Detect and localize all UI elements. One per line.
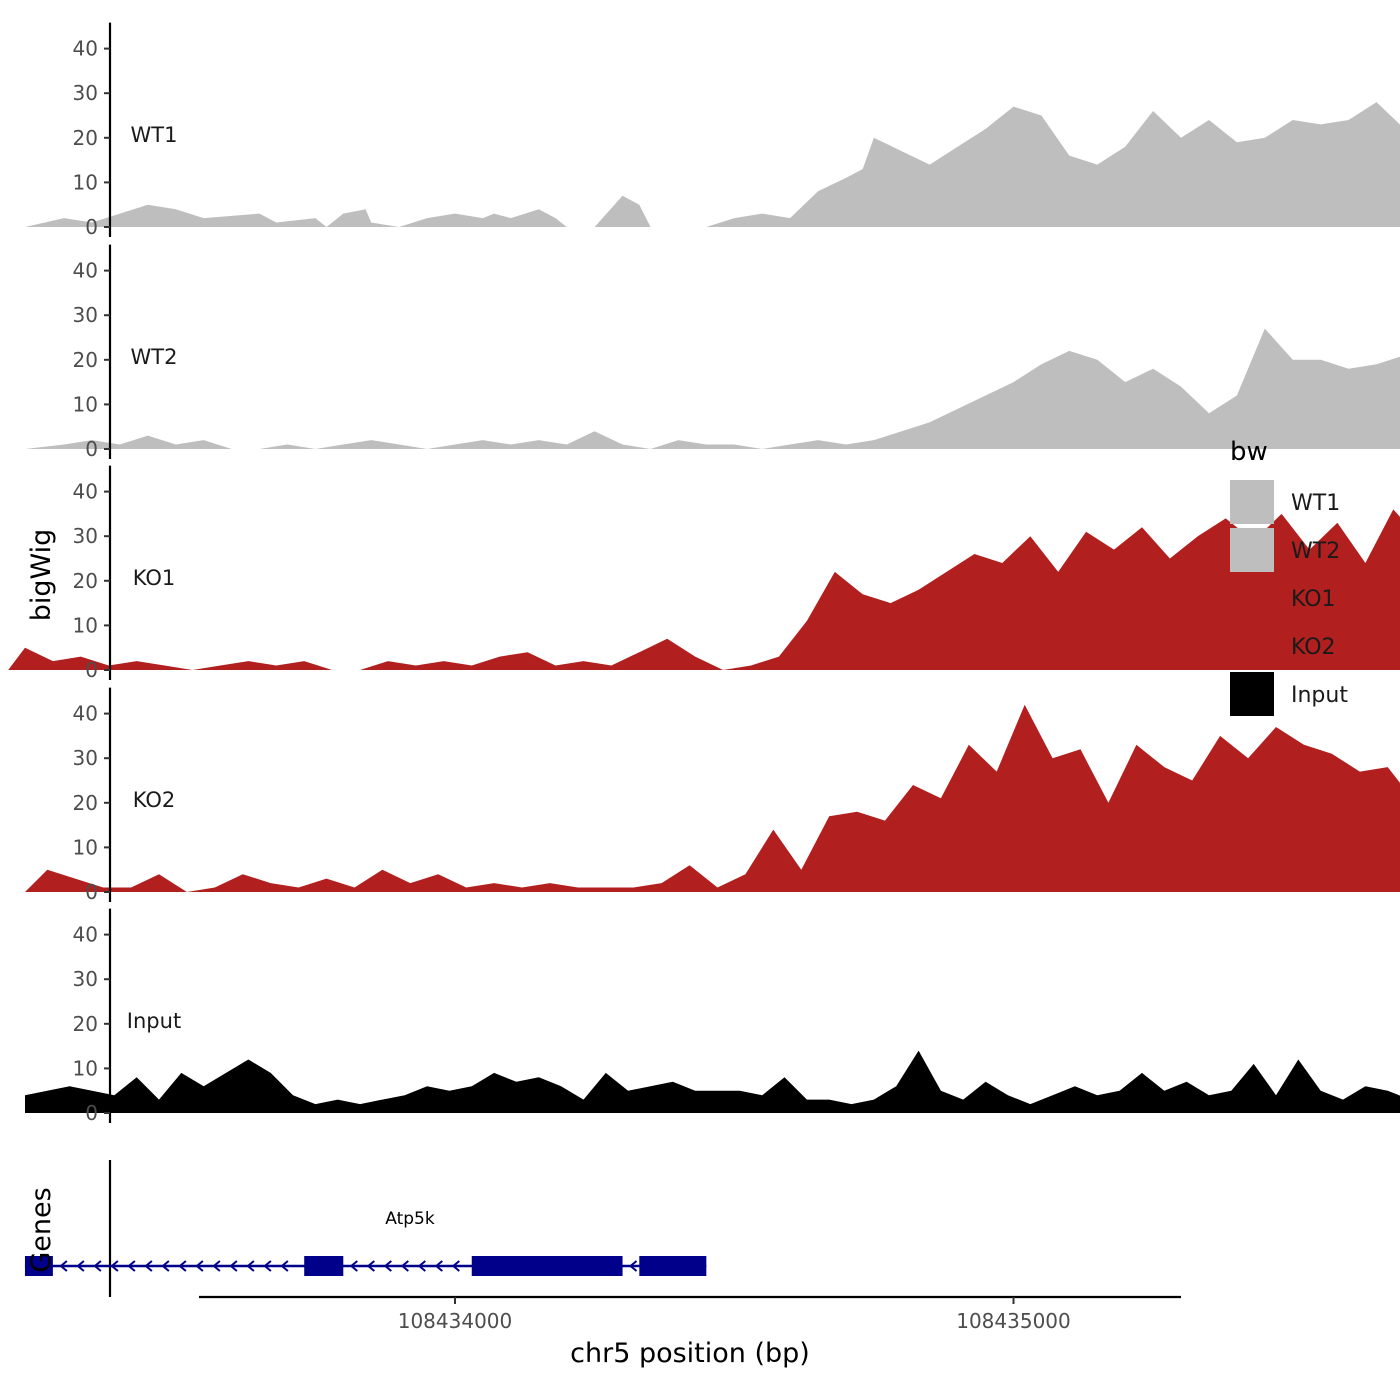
gene-exon xyxy=(304,1256,344,1276)
y-tick-label: 30 xyxy=(73,81,98,105)
track-ko2: 0 10 20 30 40 KO2 xyxy=(25,687,1400,904)
strand-arrow xyxy=(195,1260,204,1272)
area-wt1 xyxy=(25,102,1400,227)
strand-arrow xyxy=(178,1260,187,1272)
legend-label-wt2: WT2 xyxy=(1291,539,1340,564)
strand-arrow xyxy=(161,1260,170,1272)
track-input: 0 10 20 30 40 Input xyxy=(25,908,1400,1125)
strand-arrow xyxy=(59,1260,68,1272)
gene-label: Atp5k xyxy=(385,1209,435,1229)
strand-arrow xyxy=(400,1260,409,1272)
strand-arrow xyxy=(110,1260,119,1272)
legend-key-input xyxy=(1230,672,1274,716)
legend-key-wt2 xyxy=(1230,528,1274,572)
y-tick-label: 40 xyxy=(73,923,98,947)
strand-arrow xyxy=(451,1260,460,1272)
track-wt1: 0 10 20 30 40 WT1 xyxy=(25,22,1400,239)
y-tick-label: 30 xyxy=(73,524,98,548)
y-tick-label: 0 xyxy=(85,215,98,239)
legend-label-wt1: WT1 xyxy=(1291,491,1340,516)
y-tick-label: 10 xyxy=(73,835,98,859)
coverage-tracks: 0 10 20 30 40 WT1 0 10 20 30 40 WT2 0 10 20 30 40 KO1 0 10 2… xyxy=(8,22,1400,1125)
x-tick-label: 108435000 xyxy=(956,1309,1071,1333)
y-axis-title: bigWig xyxy=(26,529,57,622)
y-tick-label: 20 xyxy=(73,569,98,593)
gene-track: Atp5k xyxy=(24,1160,707,1297)
gene-exon xyxy=(24,1256,53,1276)
y-tick-label: 0 xyxy=(85,437,98,461)
gene-exon xyxy=(639,1256,707,1276)
strand-arrow xyxy=(417,1260,426,1272)
y-tick-label: 20 xyxy=(73,126,98,150)
legend-label-input: Input xyxy=(1291,683,1348,708)
x-axis-title: chr5 position (bp) xyxy=(570,1338,810,1369)
y-tick-label: 10 xyxy=(73,170,98,194)
legend-title: bw xyxy=(1230,437,1268,467)
y-tick-label: 0 xyxy=(85,880,98,904)
y-tick-label: 0 xyxy=(85,658,98,682)
y-tick-label: 40 xyxy=(73,259,98,283)
y-tick-label: 30 xyxy=(73,967,98,991)
y-tick-label: 20 xyxy=(73,348,98,372)
strand-arrow xyxy=(93,1260,102,1272)
y-tick-label: 10 xyxy=(73,613,98,637)
y-tick-label: 30 xyxy=(73,746,98,770)
legend-key-ko1 xyxy=(1230,576,1274,620)
area-input xyxy=(25,1050,1400,1113)
strand-arrow xyxy=(263,1260,272,1272)
track-wt2: 0 10 20 30 40 WT2 xyxy=(25,244,1400,461)
y-tick-label: 40 xyxy=(73,480,98,504)
track-ko1: 0 10 20 30 40 KO1 xyxy=(8,465,1400,682)
strand-arrow xyxy=(229,1260,238,1272)
area-ko1 xyxy=(8,509,1400,670)
legend-label-ko2: KO2 xyxy=(1291,635,1336,660)
strand-arrow xyxy=(349,1260,358,1272)
area-wt2 xyxy=(25,328,1400,449)
strand-arrow xyxy=(127,1260,136,1272)
gene-track-title: Genes xyxy=(26,1187,57,1272)
strand-arrow xyxy=(76,1260,85,1272)
x-axis: 108434000108435000108436000 xyxy=(199,1295,1181,1333)
y-tick-label: 40 xyxy=(73,702,98,726)
legend-key-ko2 xyxy=(1230,624,1274,668)
strand-arrow xyxy=(212,1260,221,1272)
y-tick-label: 20 xyxy=(73,1012,98,1036)
y-tick-label: 10 xyxy=(73,392,98,416)
gene-exon xyxy=(471,1256,623,1276)
area-ko2 xyxy=(25,704,1400,892)
y-tick-label: 40 xyxy=(73,37,98,61)
strand-arrow xyxy=(383,1260,392,1272)
legend-label-ko1: KO1 xyxy=(1291,587,1336,612)
y-tick-label: 10 xyxy=(73,1056,98,1080)
strand-arrow xyxy=(628,1260,638,1272)
strand-arrow xyxy=(246,1260,255,1272)
track-label-input: Input xyxy=(127,1009,181,1033)
strand-arrow xyxy=(366,1260,375,1272)
track-label-wt2: WT2 xyxy=(131,345,178,369)
strand-arrow xyxy=(280,1260,289,1272)
legend: bw WT1 WT2 KO1 KO2 Input xyxy=(1230,437,1348,716)
x-tick-label: 108434000 xyxy=(398,1309,513,1333)
y-tick-label: 0 xyxy=(85,1101,98,1125)
strand-arrow xyxy=(434,1260,443,1272)
y-tick-label: 30 xyxy=(73,303,98,327)
track-label-wt1: WT1 xyxy=(131,123,178,147)
track-label-ko1: KO1 xyxy=(133,566,176,590)
legend-key-wt1 xyxy=(1230,480,1274,524)
strand-arrow xyxy=(144,1260,153,1272)
track-label-ko2: KO2 xyxy=(133,788,176,812)
y-tick-label: 20 xyxy=(73,791,98,815)
